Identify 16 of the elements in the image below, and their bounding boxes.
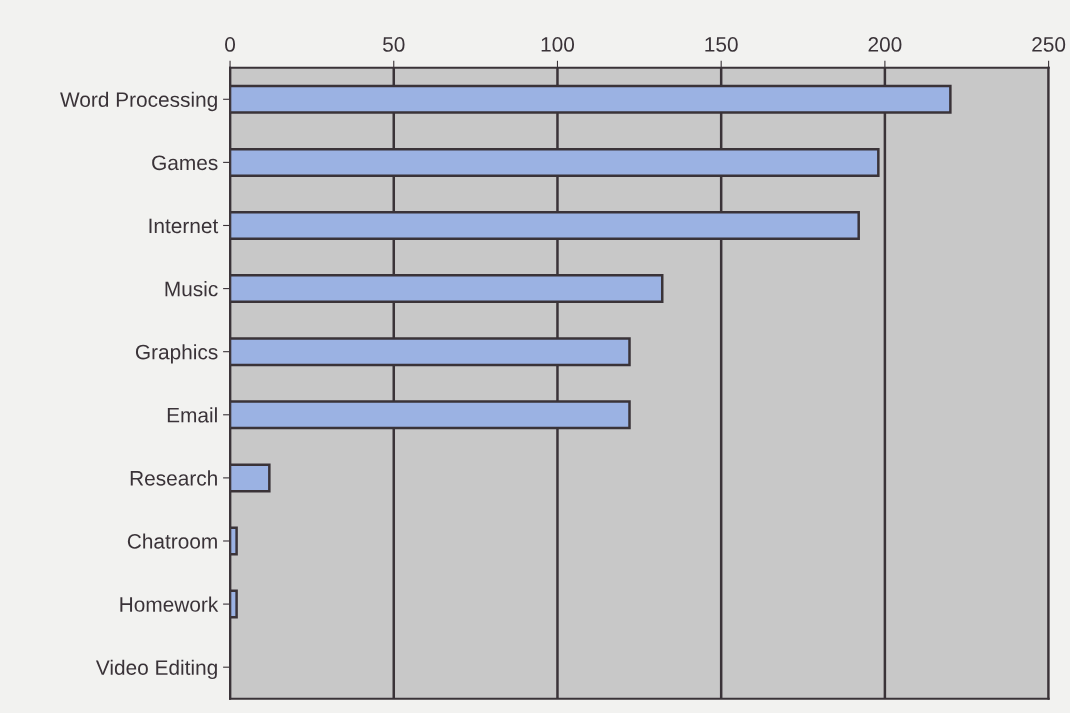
y-tick-label: Video Editing xyxy=(95,659,217,680)
y-tick-label: Email xyxy=(167,407,217,423)
y-tick-label: Internet xyxy=(149,218,219,234)
y-tick-label: Graphics xyxy=(135,344,218,364)
x-tick-label: 0 xyxy=(225,37,236,52)
y-tick-label: Research xyxy=(130,470,217,486)
y-tick-label: Music xyxy=(165,281,218,297)
y-tick-label: Word Processing xyxy=(60,91,217,112)
y-tick-label: Chatroom xyxy=(127,533,217,549)
x-tick-label: 150 xyxy=(705,37,738,52)
x-tick-label: 50 xyxy=(383,37,405,52)
y-tick-label: Homework xyxy=(120,596,219,612)
x-tick-label: 250 xyxy=(1032,37,1066,52)
x-tick-label: 200 xyxy=(868,37,902,52)
y-tick-label: Games xyxy=(152,155,218,171)
x-tick-label: 100 xyxy=(541,37,575,52)
